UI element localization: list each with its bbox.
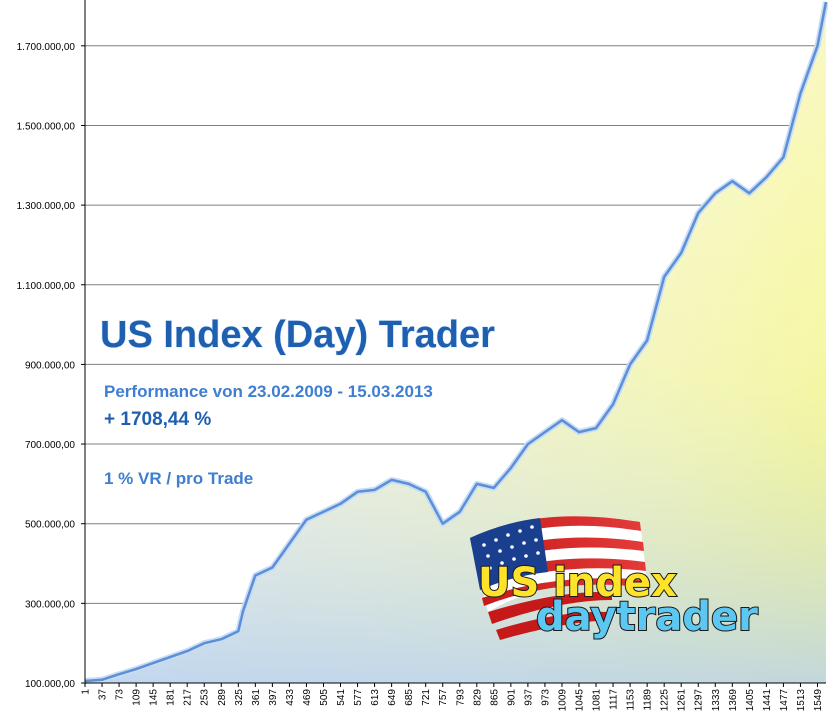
x-tick-label: 145 xyxy=(149,689,160,706)
y-tick-label: 500.000,00 xyxy=(25,520,75,531)
x-tick-label: 757 xyxy=(438,689,449,706)
risk-note: 1 % VR / pro Trade xyxy=(104,469,253,488)
x-tick-label: 361 xyxy=(251,689,262,706)
equity-area-shade xyxy=(85,2,826,683)
x-tick-label: 397 xyxy=(268,689,279,706)
equity-line xyxy=(84,1,828,683)
x-tick-label: 973 xyxy=(540,689,551,706)
equity-area xyxy=(84,1,828,684)
x-tick-label: 1513 xyxy=(796,689,807,712)
x-tick-label: 937 xyxy=(523,689,534,706)
y-tick-label: 300.000,00 xyxy=(25,599,75,610)
grid-lines xyxy=(85,45,826,604)
y-tick-label: 1.300.000,00 xyxy=(17,201,76,212)
x-tick-label: 181 xyxy=(166,689,177,706)
x-tick-label: 1045 xyxy=(575,689,586,712)
x-tick-label: 505 xyxy=(319,689,330,706)
x-tick-label: 829 xyxy=(472,689,483,706)
x-tick-label: 433 xyxy=(285,689,296,706)
x-tick-label: 1261 xyxy=(677,689,688,712)
chart-subtitle: Performance von 23.02.2009 - 15.03.2013 xyxy=(104,382,433,401)
x-tick-label: 613 xyxy=(370,689,381,706)
x-tick-label: 1009 xyxy=(557,689,568,712)
x-tick-label: 901 xyxy=(506,689,517,706)
x-tick-label: 253 xyxy=(200,689,211,706)
y-tick-label: 700.000,00 xyxy=(25,440,75,451)
y-axis-tick-labels: 100.000,00 300.000,00 500.000,00 700.000,00… xyxy=(17,42,76,690)
x-axis-tick-labels: 1 37 73 109 145 181 217 253 289 325 361 397 433 469 50… xyxy=(81,689,824,712)
y-tick-label: 1.100.000,00 xyxy=(17,281,76,292)
y-tick-label: 100.000,00 xyxy=(25,679,75,690)
x-tick-label: 1225 xyxy=(660,689,671,712)
x-tick-label: 541 xyxy=(336,689,347,706)
x-tick-label: 1117 xyxy=(609,689,620,710)
logo-text-daytrader: daytrader xyxy=(536,594,758,640)
y-tick-label: 1.700.000,00 xyxy=(17,42,76,53)
x-tick-label: 649 xyxy=(387,689,398,706)
y-tick-label: 900.000,00 xyxy=(25,360,75,371)
x-tick-label: 721 xyxy=(421,689,432,706)
brand-logo: US index daytrader xyxy=(470,516,759,641)
x-tick-label: 1549 xyxy=(813,689,824,712)
x-tick-label: 289 xyxy=(217,689,228,706)
x-tick-label: 577 xyxy=(353,689,364,706)
x-tick-label: 1333 xyxy=(711,689,722,712)
x-tick-label: 1153 xyxy=(626,689,637,711)
x-tick-label: 1189 xyxy=(643,689,654,711)
axes xyxy=(81,0,826,687)
x-tick-label: 109 xyxy=(132,689,143,706)
x-tick-label: 1 xyxy=(81,689,92,695)
performance-label: + 1708,44 % xyxy=(104,409,211,430)
x-tick-label: 37 xyxy=(98,689,109,701)
y-tick-label: 1.500.000,00 xyxy=(17,121,76,132)
flag-stars xyxy=(482,525,540,570)
us-flag-icon xyxy=(470,516,648,640)
x-tick-label: 1405 xyxy=(745,689,756,712)
x-tick-label: 1297 xyxy=(694,689,705,712)
chart-title: US Index (Day) Trader xyxy=(100,314,495,356)
x-tick-label: 1441 xyxy=(762,689,773,712)
x-tick-label: 1477 xyxy=(779,689,790,712)
x-tick-label: 325 xyxy=(234,689,245,706)
x-tick-label: 685 xyxy=(404,689,415,706)
x-tick-label: 1081 xyxy=(592,689,603,712)
x-tick-label: 793 xyxy=(455,689,466,706)
logo-text-usindex: US index xyxy=(478,560,677,606)
x-tick-label: 217 xyxy=(183,689,194,706)
x-tick-label: 469 xyxy=(302,689,313,706)
x-tick-label: 73 xyxy=(115,689,126,701)
x-tick-label: 865 xyxy=(489,689,500,706)
x-tick-label: 1369 xyxy=(728,689,739,712)
